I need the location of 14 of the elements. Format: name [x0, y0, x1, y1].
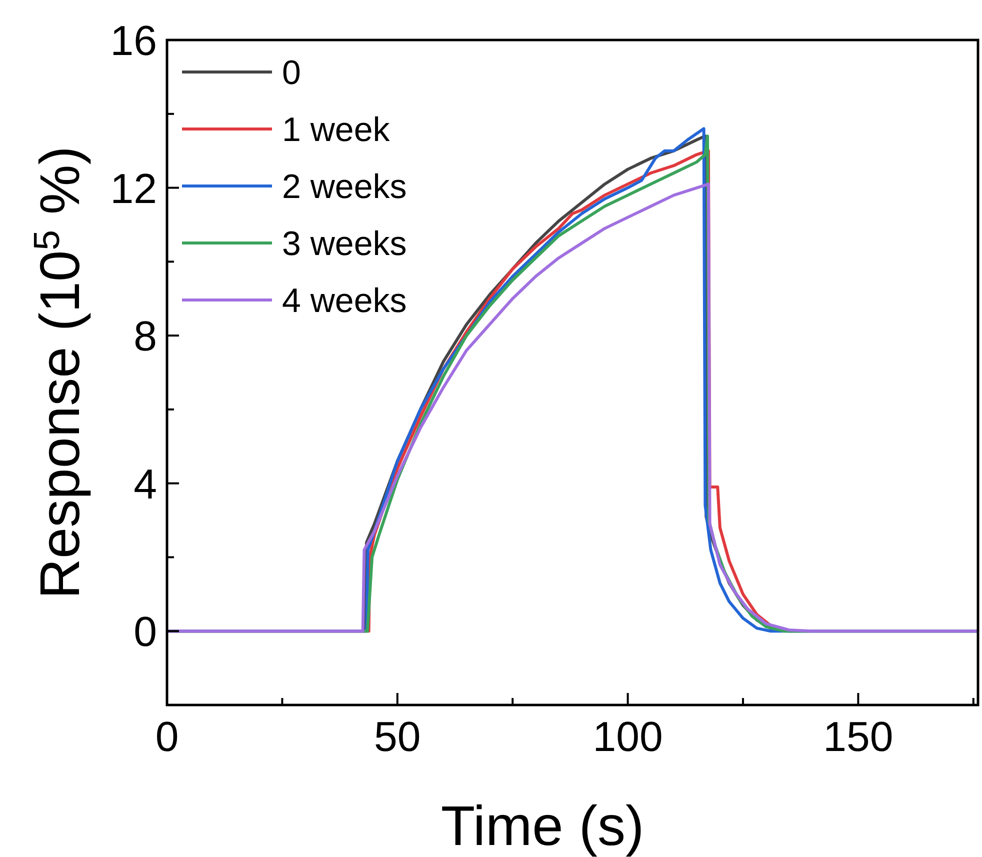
y-tick-label: 0	[134, 608, 157, 656]
legend-label: 1 week	[282, 111, 391, 149]
x-tick-label: 150	[823, 713, 894, 760]
x-axis-title: Time (s)	[440, 794, 644, 857]
y-tick-label: 12	[110, 164, 157, 212]
legend-label: 3 weeks	[282, 225, 407, 263]
y-tick-label: 16	[110, 17, 157, 64]
y-tick-label: 8	[134, 312, 157, 360]
legend-label: 0	[282, 54, 301, 92]
y-tick-label: 4	[134, 460, 157, 508]
x-tick-label: 100	[592, 713, 663, 760]
legend-label: 2 weeks	[282, 168, 407, 206]
legend-label: 4 weeks	[282, 282, 407, 320]
x-tick-label: 50	[374, 713, 421, 760]
